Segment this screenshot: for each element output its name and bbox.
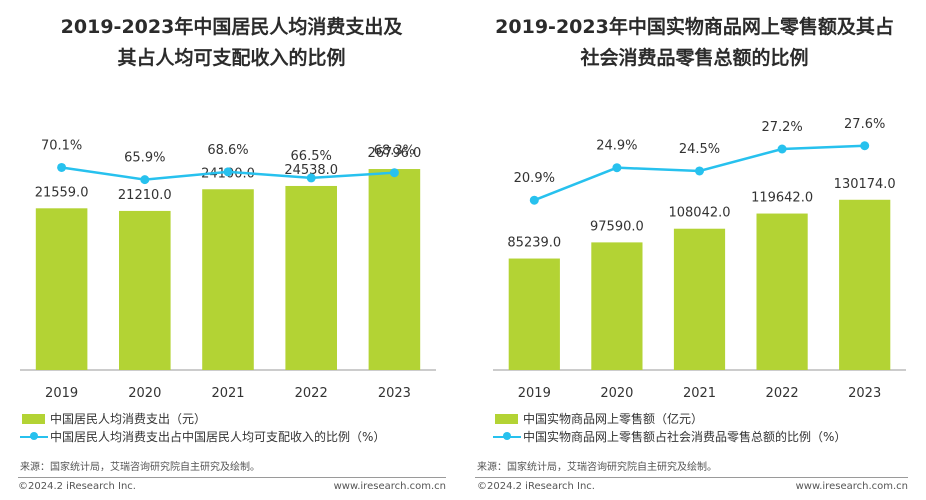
bar-2023 (839, 199, 891, 370)
bar-value-label: 108042.0 (668, 206, 730, 221)
legend-line-marker (503, 432, 511, 440)
ratio-point (140, 175, 150, 185)
legend-bar-swatch (22, 414, 45, 424)
x-tick-label: 2023 (378, 386, 411, 401)
right-chart-panel: 2019-2023年中国实物商品网上零售额及其占 社会消费品零售总额的比例 85… (463, 0, 926, 500)
ratio-value-label: 27.2% (761, 120, 802, 135)
legend-bar-label: 中国居民人均消费支出（元） (50, 412, 207, 426)
legend-bar-label: 中国实物商品网上零售额（亿元） (523, 412, 704, 426)
ratio-value-label: 65.9% (124, 151, 165, 166)
ratio-value-label: 24.9% (596, 139, 637, 154)
ratio-value-label: 24.5% (679, 142, 720, 157)
bar-2020 (119, 210, 171, 370)
x-tick-label: 2023 (848, 386, 881, 401)
bar-value-label: 21210.0 (118, 188, 172, 203)
x-tick-label: 2021 (683, 386, 716, 401)
x-tick-label: 2022 (766, 386, 799, 401)
ratio-point (612, 163, 622, 173)
ratio-value-label: 70.1% (41, 138, 82, 153)
copyright-text: ©2024.2 iResearch Inc. (477, 481, 595, 492)
copyright-text: ©2024.2 iResearch Inc. (18, 481, 136, 492)
x-tick-label: 2019 (45, 386, 78, 401)
bar-2019 (508, 258, 560, 370)
bar-2021 (673, 228, 726, 370)
chart-title-line1: 2019-2023年中国实物商品网上零售额及其占 (495, 16, 894, 38)
ratio-point (860, 141, 870, 151)
bar-value-label: 130174.0 (834, 177, 896, 192)
ratio-value-label: 66.5% (291, 149, 332, 164)
ratio-point (389, 168, 399, 178)
bar-value-label: 97590.0 (590, 219, 644, 234)
x-tick-label: 2020 (600, 386, 633, 401)
ratio-point (529, 195, 539, 205)
footer-divider (475, 477, 908, 478)
legend-line-marker (30, 432, 38, 440)
bar-2021 (202, 189, 254, 370)
bar-value-label: 119642.0 (751, 191, 813, 206)
x-tick-label: 2019 (518, 386, 551, 401)
chart-title-line2: 社会消费品零售总额的比例 (580, 47, 809, 69)
ratio-point (306, 173, 316, 183)
bar-value-label: 85239.0 (507, 236, 561, 251)
ratio-value-label: 68.6% (207, 143, 248, 158)
footer-divider (18, 477, 446, 478)
chart-title-line2: 其占人均可支配收入的比例 (117, 47, 346, 69)
bar-value-label: 26796.0 (368, 146, 422, 161)
x-tick-label: 2021 (211, 386, 244, 401)
bar-2019 (35, 208, 88, 370)
left-chart-panel: 2019-2023年中国居民人均消费支出及 其占人均可支配收入的比例 21559… (0, 12, 463, 492)
source-note: 来源：国家统计局，艾瑞咨询研究院自主研究及绘制。 (20, 462, 260, 473)
ratio-point (223, 167, 233, 177)
chart-plot: 85239.0 2019 97590.0 2020 108042.0 2021 119642… (493, 117, 906, 401)
bar-2022 (756, 213, 808, 370)
bar-value-label: 24538.0 (284, 163, 338, 178)
ratio-value-label: 68.3% (374, 144, 415, 159)
x-tick-label: 2022 (295, 386, 328, 401)
ratio-value-label: 27.6% (844, 117, 885, 132)
ratio-point (695, 166, 704, 176)
website-link[interactable]: www.iresearch.com.cn (795, 481, 908, 492)
bar-2020 (591, 242, 643, 370)
legend-line-label: 中国居民人均消费支出占中国居民人均可支配收入的比例（%） (50, 430, 386, 444)
website-link[interactable]: www.iresearch.com.cn (333, 481, 446, 492)
legend-bar-swatch (495, 414, 518, 424)
chart-title: 2019-2023年中国实物商品网上零售额及其占 社会消费品零售总额的比例 (463, 12, 926, 74)
ratio-point (57, 162, 67, 172)
bar-2022 (285, 185, 337, 370)
legend-line-label: 中国实物商品网上零售额占社会消费品零售总额的比例（%） (523, 430, 847, 444)
ratio-value-label: 20.9% (514, 171, 555, 186)
chart-plot: 21559.0201921210.0202024100.0202124538.0… (20, 138, 436, 401)
bar-2023 (368, 169, 421, 370)
x-tick-label: 2020 (128, 386, 161, 401)
chart-title-line1: 2019-2023年中国居民人均消费支出及 (60, 16, 403, 38)
source-note: 来源：国家统计局，艾瑞咨询研究院自主研究及绘制。 (477, 462, 717, 473)
chart-title: 2019-2023年中国居民人均消费支出及 其占人均可支配收入的比例 (0, 12, 463, 74)
bar-value-label: 21559.0 (35, 185, 89, 200)
ratio-point (777, 144, 787, 154)
